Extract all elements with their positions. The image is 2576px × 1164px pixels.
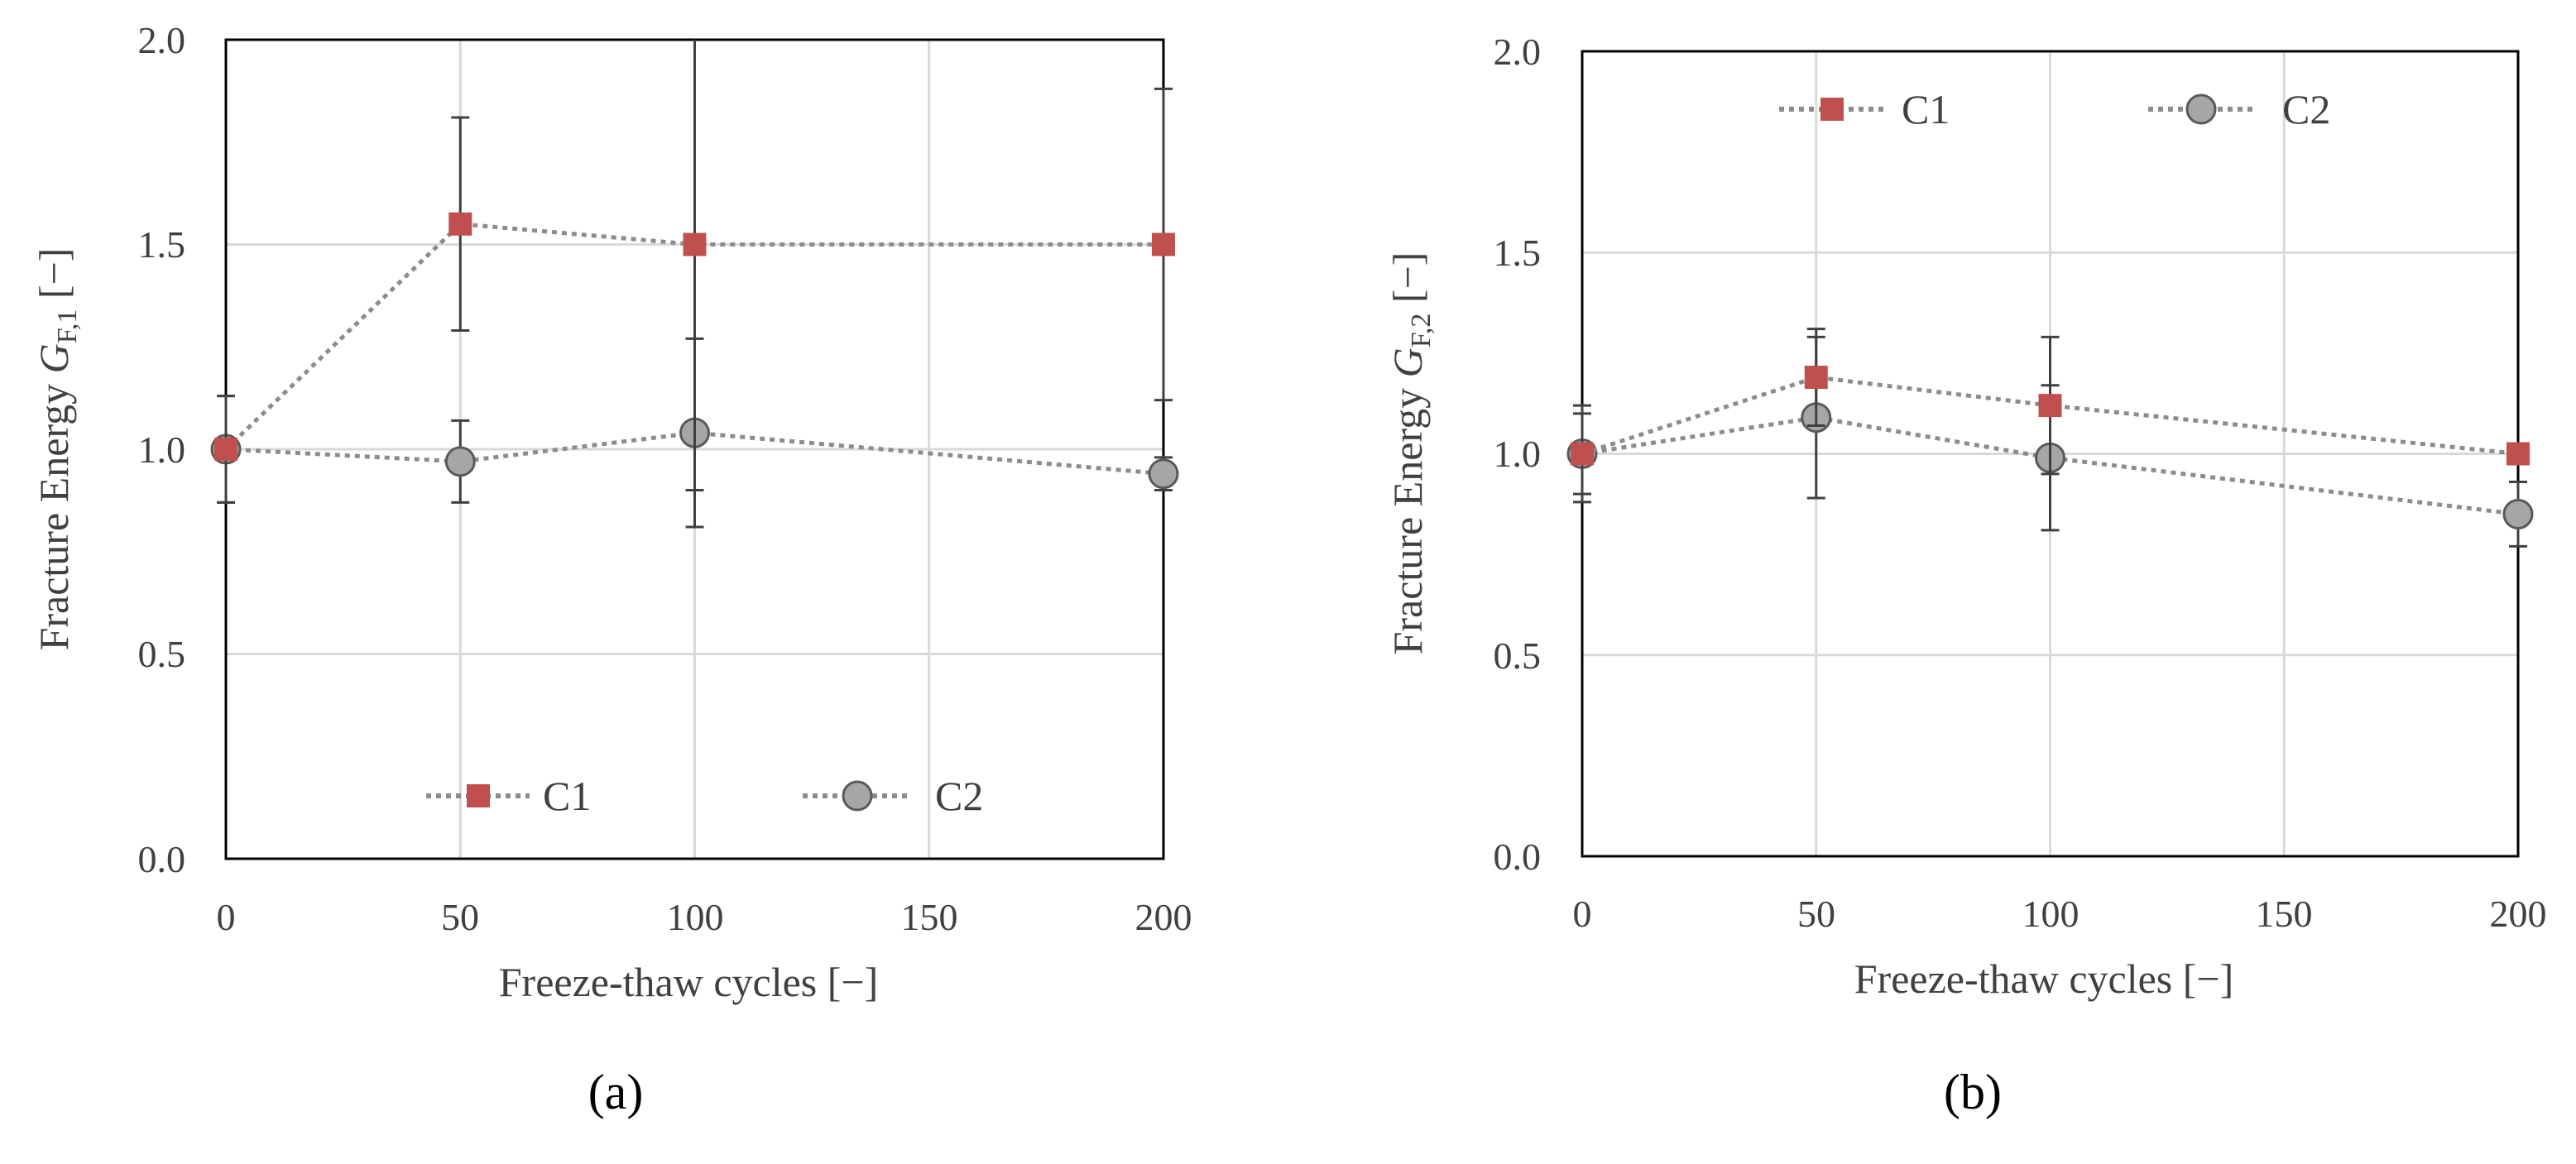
data-point <box>444 446 476 477</box>
x-tick-label: 50 <box>441 896 479 938</box>
x-tick-label: 150 <box>2256 893 2313 935</box>
y-axis-title-var: G <box>1384 347 1431 377</box>
x-tick-label: 200 <box>1135 896 1192 938</box>
x-tick-label: 50 <box>1797 893 1835 935</box>
y-axis-title: Fracture Energy GF,2 [−] <box>1384 252 1437 655</box>
x-tick-label: 200 <box>2490 893 2547 935</box>
data-point <box>1148 458 1179 490</box>
y-axis-title-sub: F,1 <box>52 309 83 344</box>
data-point <box>449 212 473 236</box>
y-tick-label: 0.5 <box>138 633 186 675</box>
y-tick-label: 2.0 <box>1494 31 1542 73</box>
legend-b: C1 C2 <box>1779 86 2330 132</box>
y-axis-title-tail: [−] <box>1384 252 1431 314</box>
data-point <box>1571 442 1594 466</box>
y-tick-label: 2.0 <box>138 19 186 61</box>
y-axis-title-sub: F,2 <box>1406 314 1437 348</box>
y-axis-title-main: Fracture Energy <box>1384 377 1431 654</box>
chart-panel-a: 0.0 0.5 1.0 1.5 2.0 0 50 100 150 200 Fre… <box>31 19 1192 1119</box>
legend-label-c2: C2 <box>935 773 983 819</box>
series-line <box>224 222 1163 451</box>
legend-label-c1: C1 <box>543 773 591 819</box>
x-tick-label: 100 <box>2022 893 2080 935</box>
legend-label-c1: C1 <box>1902 86 1950 132</box>
data-point <box>683 232 707 256</box>
x-tick-label: 100 <box>667 896 724 938</box>
y-tick-label: 0.5 <box>1494 635 1542 677</box>
data-point <box>1804 366 1828 390</box>
data-point <box>1152 232 1175 256</box>
series-line <box>1581 415 2519 516</box>
y-axis-title-tail: [−] <box>31 248 77 309</box>
data-point <box>2038 394 2062 418</box>
x-axis-title: Freeze-thaw cycles [−] <box>499 959 879 1005</box>
y-tick-label: 1.5 <box>1494 232 1542 274</box>
x-axis-title: Freeze-thaw cycles [−] <box>1854 956 2234 1002</box>
data-point <box>2502 498 2534 529</box>
legend-a: C1 C2 <box>426 773 983 819</box>
y-axis-title: Fracture Energy GF,1 [−] <box>31 248 83 651</box>
x-tick-label: 0 <box>1573 893 1592 935</box>
y-tick-label: 1.0 <box>138 429 186 471</box>
y-tick-label: 1.0 <box>1494 433 1542 475</box>
series-c1 <box>214 40 1175 504</box>
panel-label-a: (a) <box>588 1065 644 1119</box>
y-axis-title-main: Fracture Energy <box>31 373 77 650</box>
legend-marker-c1 <box>1820 98 1844 121</box>
x-tick-label: 150 <box>901 896 958 938</box>
legend-marker-c2 <box>842 780 873 812</box>
y-axis-title-var: G <box>31 343 77 373</box>
series-line <box>1581 375 2519 456</box>
y-tick-label: 0.0 <box>1494 836 1542 878</box>
x-tick-label: 0 <box>217 896 236 938</box>
series-line <box>225 430 1164 477</box>
chart-panel-b: 0.0 0.5 1.0 1.5 2.0 0 50 100 150 200 Fre… <box>1384 31 2547 1119</box>
y-tick-label: 0.0 <box>138 838 186 880</box>
legend-marker-c1 <box>467 784 490 807</box>
legend-label-c2: C2 <box>2282 86 2330 132</box>
data-point <box>214 438 237 461</box>
legend-marker-c2 <box>2185 93 2217 125</box>
series-c1 <box>1571 328 2530 496</box>
data-point <box>2506 442 2530 466</box>
panel-label-b: (b) <box>1944 1065 2002 1119</box>
y-tick-label: 1.5 <box>138 223 186 266</box>
